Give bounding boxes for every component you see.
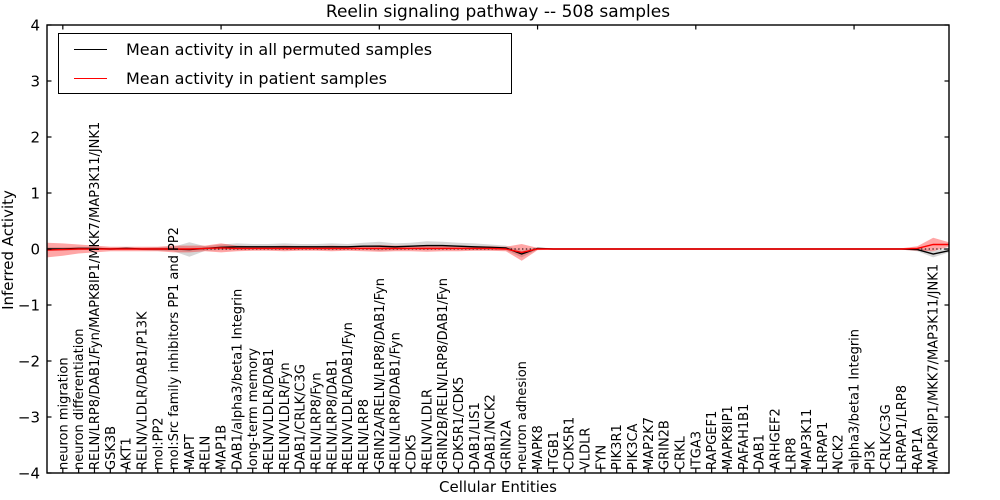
x-tick-label: RELN/VLDLR/DAB1/Fyn <box>341 322 356 470</box>
patient-series-line <box>46 243 949 254</box>
x-tick-label: MAPK8 <box>531 425 546 470</box>
x-tick-label: CRKL <box>673 435 688 470</box>
x-tick-label: DAB1/CRLK/C3G <box>294 364 309 470</box>
x-tick-label: GRIN2A/RELN/LRP8/DAB1/Fyn <box>373 278 388 470</box>
x-tick-label: DAB1/alpha3/beta1 Integrin <box>230 289 245 470</box>
x-tick-label: RELN/VLDLR <box>420 389 435 470</box>
x-tick-label: CDK5 <box>404 434 419 470</box>
x-tick-label: GRIN2A <box>499 420 514 470</box>
x-tick-label: RAPGEF1 <box>705 411 720 470</box>
x-tick-label: MAP2K7 <box>642 417 657 470</box>
x-tick-label: CDK5R1 <box>563 417 578 470</box>
x-tick-label: MAPT <box>183 434 198 470</box>
x-tick-label: CDK5R1/CDK5 <box>452 377 467 470</box>
x-tick-label: LRP8 <box>784 438 799 470</box>
x-tick-label: RAP1A <box>911 427 926 470</box>
x-tick-label: DAB1/NCK2 <box>484 394 499 470</box>
y-tick-label: −1 <box>18 297 40 315</box>
x-tick-label: long-term memory <box>246 348 261 470</box>
patient-line-swatch <box>74 77 107 79</box>
permuted-line-swatch <box>74 48 107 50</box>
legend-label-patient: Mean activity in patient samples <box>126 68 387 88</box>
x-tick-label: RELN/LRP8/DAB1/Fyn/MAPK8IP1/MKK7/MAP3K11… <box>88 122 103 470</box>
x-tick-label: RELN/LRP8 <box>357 399 372 470</box>
x-tick-label: ITGB1 <box>547 431 562 470</box>
x-tick-label: GSK3B <box>104 426 119 470</box>
x-tick-label: RELN <box>199 436 214 470</box>
x-tick-label: RELN/VLDLR/DAB1 <box>262 349 277 470</box>
x-tick-label: RELN/VLDLR/Fyn <box>278 362 293 470</box>
legend-box: Mean activity in all permuted samples Me… <box>58 33 512 94</box>
x-tick-label: neuron differentiation <box>72 328 87 470</box>
x-tick-label: FYN <box>594 445 609 470</box>
legend-label-permuted: Mean activity in all permuted samples <box>126 39 433 59</box>
x-tick-label: MAPK8IP1 <box>721 405 736 470</box>
y-tick-label: 0 <box>30 241 40 259</box>
x-tick-label: PAFAH1B1 <box>737 404 752 470</box>
x-tick-label: DAB1/LIS1 <box>468 402 483 470</box>
x-tick-label: neuron migration <box>56 357 71 470</box>
x-tick-label: mol:PP2 <box>151 417 166 470</box>
x-tick-label: VLDLR <box>579 428 594 470</box>
x-tick-label: mol:Src family inhibitors PP1 and PP2 <box>167 227 182 470</box>
y-tick-label: −4 <box>18 465 40 483</box>
y-tick-label: −3 <box>18 409 40 427</box>
y-tick-label: −2 <box>18 353 40 371</box>
x-tick-label: MAP1B <box>215 425 230 470</box>
x-tick-label: GRIN2B/RELN/LRP8/DAB1/Fyn <box>436 278 451 470</box>
legend-item-permuted: Mean activity in all permuted samples <box>59 35 511 64</box>
x-tick-label: RELN/LRP8/DAB1 <box>325 359 340 470</box>
x-tick-label: neuron adhesion <box>515 361 530 470</box>
x-tick-label: CRLK/C3G <box>879 404 894 470</box>
x-tick-label: DAB1 <box>753 434 768 470</box>
x-tick-label: NCK2 <box>832 434 847 470</box>
y-tick-label: 3 <box>30 73 40 91</box>
x-tick-label: PI3K <box>863 441 878 470</box>
x-tick-label: RELN/LRP8/Fyn <box>310 372 325 470</box>
x-tick-label: RELN/LRP8/DAB1/Fyn <box>389 332 404 470</box>
x-tick-label: MAPK8IP1/MKK7/MAP3K11/JNK1 <box>927 264 942 470</box>
x-tick-label: PIK3CA <box>626 423 641 470</box>
y-tick-label: 1 <box>30 185 40 203</box>
x-tick-label: RELN/VLDLR/DAB1/P13K <box>135 311 150 470</box>
x-tick-label: LRPAP1 <box>816 422 831 470</box>
x-tick-label: PIK3R1 <box>610 424 625 470</box>
x-tick-label: ITGA3 <box>689 431 704 470</box>
x-tick-label: MAP3K11 <box>800 409 815 470</box>
x-tick-label: AKT1 <box>120 437 135 470</box>
legend-item-patient: Mean activity in patient samples <box>59 64 511 93</box>
y-tick-label: 4 <box>30 17 40 35</box>
x-tick-label: alpha3/beta1 Integrin <box>848 329 863 470</box>
x-tick-label: ARHGEF2 <box>768 408 783 470</box>
x-axis-label: Cellular Entities <box>439 478 557 496</box>
y-tick-label: 2 <box>30 129 40 147</box>
x-tick-label: LRPAP1/LRP8 <box>895 385 910 470</box>
chart-title: Reelin signaling pathway -- 508 samples <box>325 2 671 22</box>
x-tick-label: GRIN2B <box>658 420 673 470</box>
